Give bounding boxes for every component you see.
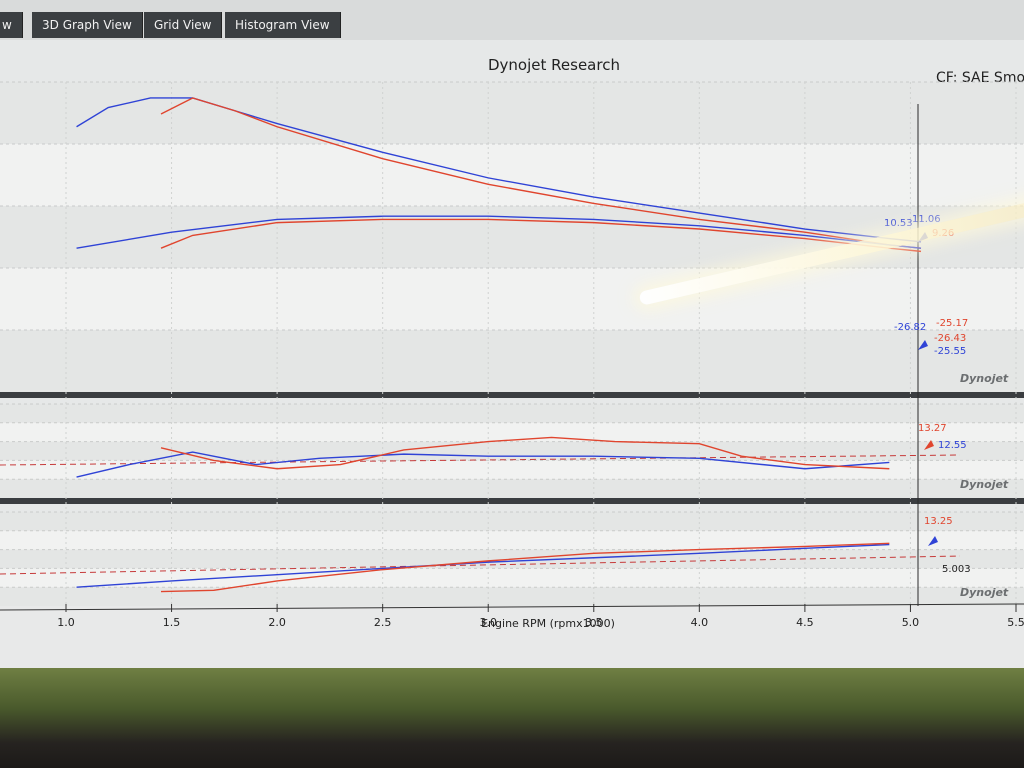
x-tick-label: 1.0 <box>57 616 75 629</box>
marker-value-label: -26.43 <box>934 333 966 344</box>
marker-value-label: 12.55 <box>938 440 967 451</box>
tab-histogram-view[interactable]: Histogram View <box>225 12 341 38</box>
tab-bar: w 3D Graph View Grid View Histogram View <box>0 0 1024 40</box>
panel-divider <box>0 392 1024 398</box>
marker-value-label: 5.003 <box>942 564 971 575</box>
x-axis-line <box>0 603 1024 611</box>
x-axis-label: Engine RPM (rpmx1000) <box>481 617 615 630</box>
panel-band <box>0 441 1024 461</box>
series-line-red <box>160 436 890 470</box>
tab-partial[interactable]: w <box>0 12 23 38</box>
dynojet-watermark: Dynojet <box>960 372 1009 385</box>
panel-band <box>0 479 1024 498</box>
panel-divider <box>0 498 1024 504</box>
x-tick-label: 3.0 <box>479 616 497 629</box>
marker-value-label: 10.53 <box>884 218 913 229</box>
x-tick-label: 2.5 <box>374 616 392 629</box>
dyno-chart: 10.5311.069.26-26.82-25.17-26.43-25.5513… <box>0 81 1024 668</box>
marker-value-label: 13.27 <box>918 423 947 434</box>
marker-value-label: 11.06 <box>912 214 941 225</box>
x-tick-label: 1.5 <box>163 616 181 629</box>
series-line-red <box>160 542 890 593</box>
panel-band <box>0 330 1024 392</box>
series-line-red <box>160 97 922 249</box>
marker-arrow <box>918 340 928 350</box>
x-tick-label: 2.0 <box>268 616 286 629</box>
dynojet-watermark: Dynojet <box>960 586 1009 599</box>
x-tick-label: 5.5 <box>1007 616 1024 629</box>
panel-band <box>0 404 1024 423</box>
marker-value-label: -26.82 <box>894 322 926 333</box>
marker-value-label: -25.55 <box>934 346 966 357</box>
marker-value-label: -25.17 <box>936 318 968 329</box>
x-axis-area <box>0 606 1024 668</box>
panel-band <box>0 82 1024 144</box>
x-tick-label: 4.0 <box>691 616 709 629</box>
tab-3d-graph-view[interactable]: 3D Graph View <box>32 12 143 38</box>
x-tick-label: 3.5 <box>585 616 603 629</box>
reference-line <box>0 555 961 575</box>
panel-band <box>0 512 1024 531</box>
monitor-screen: w 3D Graph View Grid View Histogram View… <box>0 0 1024 700</box>
marker-arrow <box>924 440 934 450</box>
panel-band <box>0 587 1024 606</box>
tab-grid-view[interactable]: Grid View <box>144 12 223 38</box>
graph-title: Dynojet Research <box>488 56 620 74</box>
x-tick-label: 4.5 <box>796 616 814 629</box>
monitor-bezel <box>0 668 1024 768</box>
series-line-blue <box>76 215 922 249</box>
dynojet-watermark: Dynojet <box>960 478 1009 491</box>
marker-arrow <box>928 536 938 546</box>
afr-reference-line <box>0 454 961 466</box>
marker-value-label: 13.25 <box>924 516 953 527</box>
series-line-blue <box>76 543 890 588</box>
x-tick-label: 5.0 <box>902 616 920 629</box>
series-line-blue <box>76 97 922 243</box>
series-line-blue <box>76 451 890 478</box>
